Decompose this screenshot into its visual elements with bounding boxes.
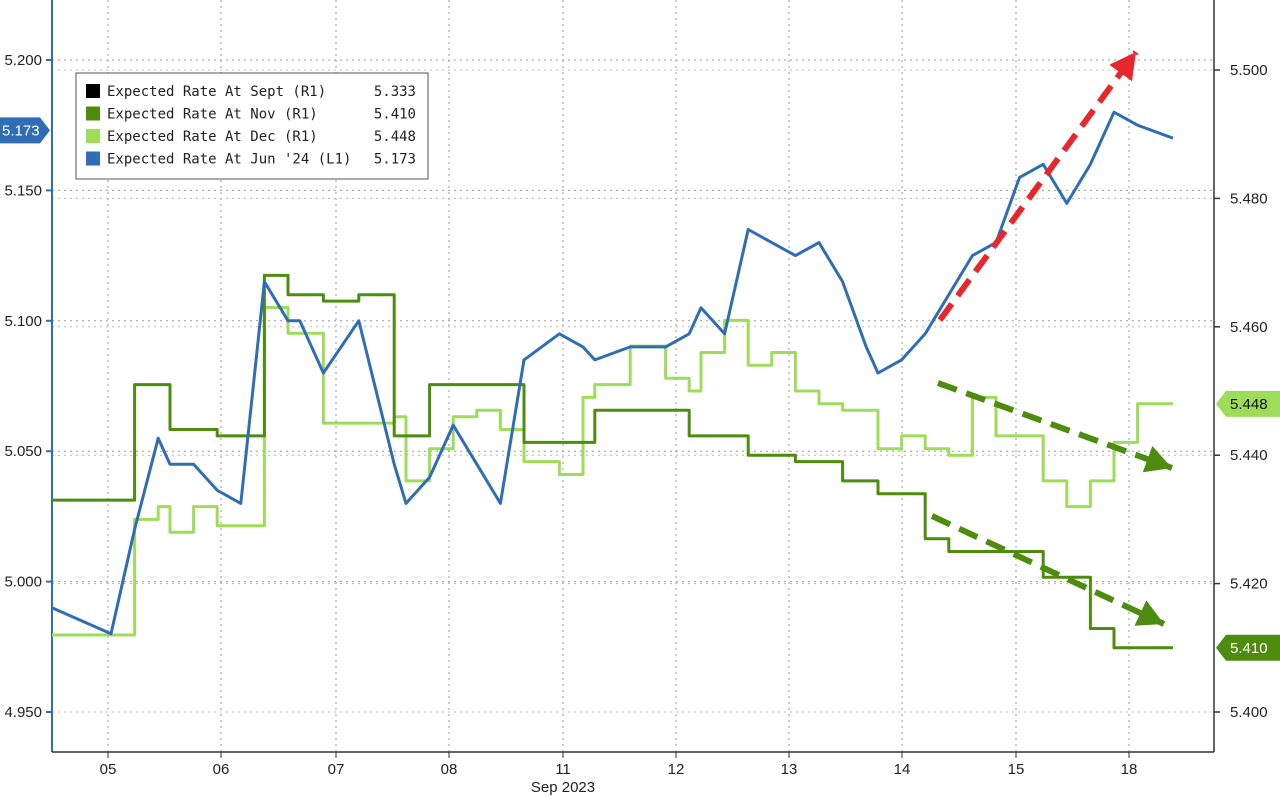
x-axis-label: Sep 2023 (531, 779, 595, 796)
red-arrow-up-head (1109, 52, 1136, 82)
right-value-badge-nov (1216, 634, 1280, 661)
legend-label-3: Expected Rate At Jun '24 (L1) (107, 152, 351, 168)
x-tick-label: 15 (1008, 761, 1025, 778)
x-tick-label: 11 (555, 761, 571, 778)
x-tick-label: 13 (781, 761, 798, 778)
legend-label-0: Expected Rate At Sept (R1) (107, 84, 326, 100)
right-tick-label: 5.460 (1230, 319, 1268, 336)
left-tick-label: 5.000 (4, 574, 42, 591)
green-arrow-dec-head (1142, 445, 1172, 473)
right-value-badge-nov-text: 5.410 (1230, 640, 1268, 657)
value-badges: 5.173 5.448 5.410 (0, 117, 1280, 661)
left-tick-label: 5.200 (4, 52, 42, 69)
left-tick-label: 5.100 (4, 313, 42, 330)
series-lines (51, 110, 1174, 650)
legend-value-2: 5.448 (374, 129, 416, 145)
legend-value-1: 5.410 (374, 107, 416, 123)
legend-swatch-3 (86, 151, 100, 166)
right-tick-label: 5.500 (1230, 62, 1268, 79)
annotation-arrows (930, 50, 1174, 627)
legend-swatch-0 (86, 84, 100, 98)
left-value-badge-text: 5.173 (2, 122, 40, 139)
right-tick-label: 5.420 (1230, 576, 1268, 593)
right-value-badge-dec-text: 5.448 (1230, 396, 1268, 413)
x-tick-label: 05 (100, 761, 117, 778)
green-arrow-nov-shaft (930, 513, 1166, 627)
x-tick-label: 06 (213, 761, 230, 778)
legend-value-3: 5.173 (374, 152, 416, 168)
legend-box (75, 72, 429, 180)
legend-value-0: 5.333 (374, 84, 416, 100)
green-arrow-nov-head (1134, 600, 1164, 626)
x-tick-label: 07 (328, 761, 345, 778)
right-tick-label: 5.400 (1230, 704, 1268, 721)
left-tick-label: 5.050 (4, 443, 42, 460)
legend-swatch-2 (86, 129, 100, 143)
green-arrow-dec-shaft (936, 380, 1174, 471)
x-tick-label: 08 (441, 761, 458, 778)
left-tick-label: 5.150 (4, 182, 42, 199)
left-value-badge (0, 117, 50, 144)
right-value-badge-dec (1216, 390, 1280, 417)
x-tick-label: 14 (894, 761, 911, 778)
x-tick-label: 18 (1121, 761, 1138, 778)
left-tick-label: 4.950 (4, 704, 42, 721)
right-tick-label: 5.480 (1230, 190, 1268, 207)
red-arrow-up-shaft (937, 50, 1139, 322)
legend: Expected Rate At Sept (R1) 5.333 Expected … (75, 72, 429, 180)
series-line-1 (52, 273, 1173, 650)
x-tick-label: 12 (668, 761, 685, 778)
right-tick-label: 5.440 (1230, 447, 1268, 464)
series-line-3 (51, 110, 1174, 636)
legend-label-1: Expected Rate At Nov (R1) (107, 107, 318, 123)
legend-label-2: Expected Rate At Dec (R1) (107, 129, 318, 145)
axes: 4.950 5.000 5.050 5.100 5.150 5.200 5.400 5.420… (4, 0, 1268, 796)
legend-swatch-1 (86, 106, 100, 121)
